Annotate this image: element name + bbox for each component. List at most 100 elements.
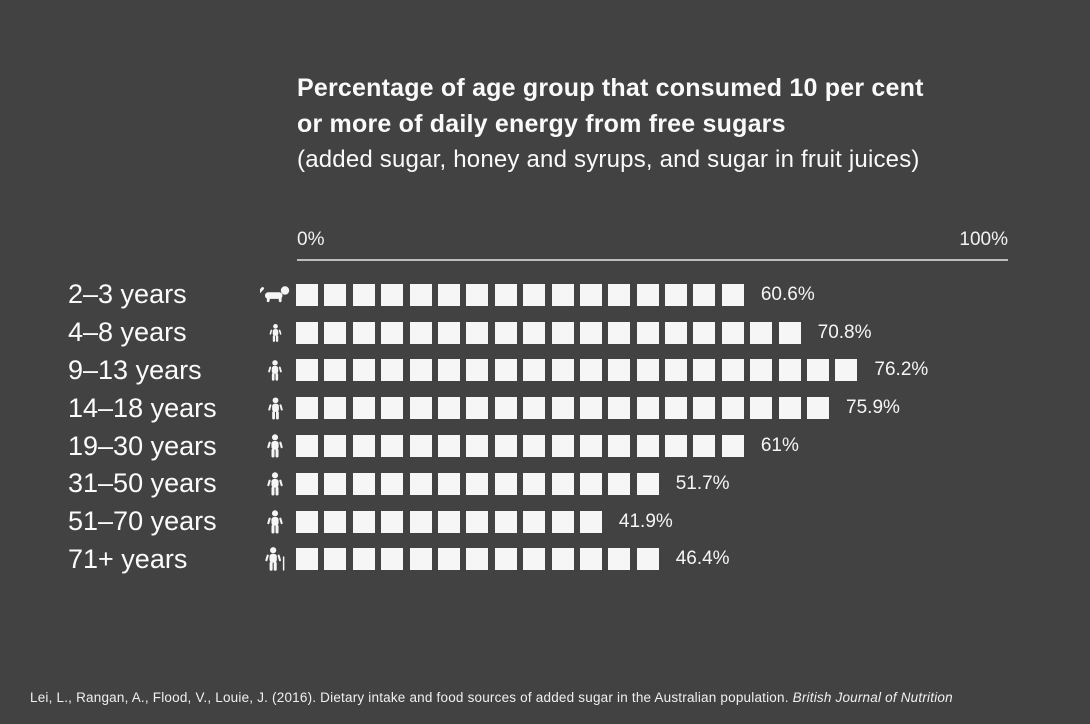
journal-name: British Journal of Nutrition <box>792 690 953 705</box>
adult-icon <box>266 434 284 458</box>
waffle-square <box>381 510 404 533</box>
x-axis: 0% 100% <box>297 229 1008 261</box>
waffle-square <box>636 472 659 495</box>
waffle-square <box>721 283 744 306</box>
waffle-square <box>324 321 347 344</box>
waffle-square <box>551 548 574 571</box>
waffle-square <box>494 397 517 420</box>
older-child-icon <box>267 360 283 381</box>
waffle-square <box>409 321 432 344</box>
waffle-square <box>608 472 631 495</box>
waffle-square <box>381 397 404 420</box>
waffle-square <box>523 359 546 382</box>
adult-icon <box>266 472 284 496</box>
waffle-square <box>437 548 460 571</box>
waffle-square <box>636 435 659 458</box>
value-label: 51.7% <box>675 472 730 494</box>
waffle-square <box>523 548 546 571</box>
waffle-square <box>693 435 716 458</box>
waffle-square <box>381 435 404 458</box>
age-group-icon-cell <box>254 472 296 496</box>
waffle-square <box>296 283 318 306</box>
waffle-square <box>721 359 744 382</box>
waffle-square <box>494 472 517 495</box>
waffle-square <box>466 359 489 382</box>
age-group-label: 14–18 years <box>68 392 217 423</box>
waffle-square <box>466 435 489 458</box>
waffle-square <box>324 548 347 571</box>
senior-icon <box>264 547 286 571</box>
waffle-square <box>608 321 631 344</box>
chart-title: Percentage of age group that consumed 10… <box>297 70 924 178</box>
waffle-square <box>296 435 318 458</box>
waffle-square <box>437 283 460 306</box>
waffle-square <box>579 397 602 420</box>
value-label: 75.9% <box>846 397 900 419</box>
value-label: 60.6% <box>760 283 815 305</box>
waffle-square <box>636 283 659 306</box>
age-group-label: 51–70 years <box>68 506 217 537</box>
waffle-row: 14–18 years 75.9% <box>0 389 1090 427</box>
waffle-square <box>523 283 546 306</box>
teen-icon <box>267 397 284 420</box>
waffle-square <box>437 397 460 420</box>
waffle-square <box>636 321 659 344</box>
waffle-square <box>381 472 404 495</box>
age-group-label: 4–8 years <box>68 317 187 348</box>
waffle-square <box>296 510 318 533</box>
waffle-square <box>494 321 517 344</box>
waffle-square <box>608 397 631 420</box>
waffle-row: 19–30 years 61% <box>0 427 1090 465</box>
waffle-square <box>750 359 773 382</box>
axis-max-label: 100% <box>959 229 1008 250</box>
waffle-row: 51–70 years 41.9% <box>0 503 1090 541</box>
waffle-square <box>466 283 489 306</box>
age-group-icon-cell <box>254 324 296 342</box>
waffle-square <box>778 397 801 420</box>
waffle-square <box>551 510 574 533</box>
waffle-square <box>523 435 546 458</box>
waffle-square <box>636 359 659 382</box>
waffle-square <box>466 472 489 495</box>
waffle-row: 2–3 years 60.6% <box>0 276 1090 314</box>
waffle-square <box>352 548 375 571</box>
waffle-square <box>352 397 375 420</box>
waffle-square <box>608 359 631 382</box>
waffle-square <box>693 359 716 382</box>
waffle-square <box>324 510 347 533</box>
waffle-square <box>551 321 574 344</box>
age-group-icon-cell <box>254 510 296 534</box>
waffle-square <box>665 397 688 420</box>
waffle-square <box>352 510 375 533</box>
waffle-square <box>437 435 460 458</box>
waffle-square <box>579 359 602 382</box>
waffle-square <box>579 472 602 495</box>
waffle-square <box>466 321 489 344</box>
waffle-square <box>352 321 375 344</box>
waffle-square <box>466 397 489 420</box>
waffle-square <box>665 283 688 306</box>
value-label: 70.8% <box>817 321 872 343</box>
waffle-square <box>523 321 546 344</box>
waffle-square <box>750 321 773 344</box>
waffle-square <box>665 321 688 344</box>
waffle-square <box>352 359 375 382</box>
waffle-square <box>551 359 574 382</box>
waffle-row: 31–50 years 51.7% <box>0 465 1090 503</box>
waffle-square <box>636 397 659 420</box>
waffle-row: 71+ years 46.4% <box>0 541 1090 579</box>
waffle-square <box>296 321 318 344</box>
waffle-square <box>296 397 318 420</box>
axis-min-label: 0% <box>297 229 325 250</box>
waffle-square <box>551 435 574 458</box>
waffle-square <box>409 510 432 533</box>
waffle-squares <box>296 435 744 458</box>
waffle-square <box>381 548 404 571</box>
waffle-square <box>608 283 631 306</box>
waffle-square <box>296 359 318 382</box>
waffle-square <box>466 510 489 533</box>
age-group-label: 31–50 years <box>68 468 217 499</box>
child-icon <box>268 324 283 342</box>
waffle-squares <box>296 472 659 495</box>
